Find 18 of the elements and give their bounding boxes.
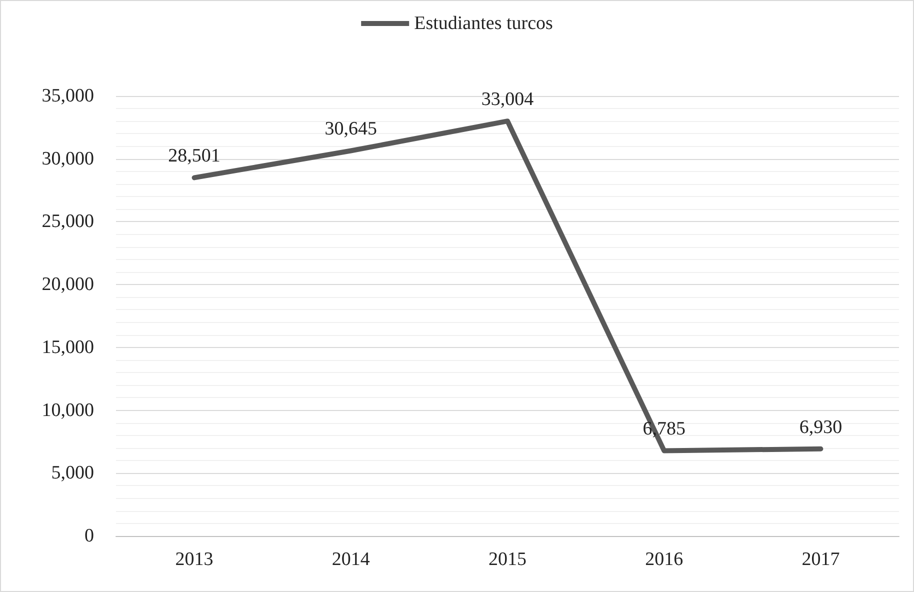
y-tick-label: 35,000 <box>42 86 94 106</box>
y-tick-label: 15,000 <box>42 336 94 358</box>
y-tick-label: 25,000 <box>42 211 94 232</box>
y-tick-label: 5,000 <box>51 462 94 484</box>
x-tick-label: 2014 <box>332 549 370 570</box>
x-tick-label: 2017 <box>802 549 840 570</box>
y-tick-label: 30,000 <box>42 148 94 170</box>
y-tick-label: 10,000 <box>42 400 94 421</box>
data-label: 30,645 <box>324 118 378 140</box>
legend-label: Estudiantes turcos <box>414 13 553 34</box>
y-tick-label: 0 <box>84 526 94 546</box>
data-label: 33,004 <box>481 89 534 110</box>
data-label: 6,930 <box>799 416 842 438</box>
x-tick-label: 2013 <box>175 549 214 570</box>
y-tick-label: 20,000 <box>42 274 94 296</box>
x-tick-label: 2015 <box>488 549 526 570</box>
x-tick-label: 2016 <box>645 549 684 570</box>
data-label: 28,501 <box>168 146 220 167</box>
